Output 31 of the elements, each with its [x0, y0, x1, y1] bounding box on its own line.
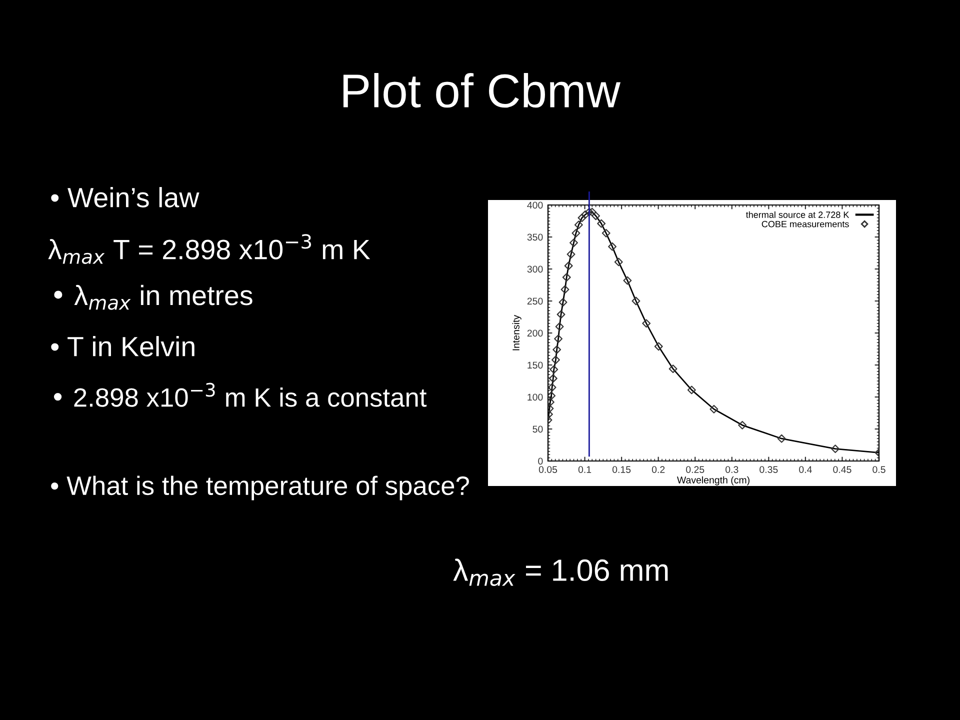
text: λ$_{max}$ = 1.06 mm — [453, 558, 668, 586]
x-axis-title: Wavelength (cm) — [676, 476, 750, 486]
y-tick-label: 100 — [528, 394, 543, 401]
x-tick-label: 0.05 — [538, 466, 558, 473]
y-tick-label: 200 — [527, 330, 543, 337]
y-tick-label: 0 — [538, 458, 543, 465]
y-tick-label: 150 — [528, 362, 543, 369]
y-axis-title: Intensity — [512, 314, 522, 350]
x-tick-label: 0.3 — [726, 466, 738, 473]
legend-label: thermal source at 2.728 K — [746, 211, 850, 218]
legend-label: COBE measurements — [762, 220, 849, 228]
text: • Wein’s law — [51, 187, 200, 208]
y-tick-label: 350 — [527, 234, 543, 241]
y-tick-label: 400 — [527, 202, 543, 209]
y-tick-label: 300 — [527, 266, 543, 273]
text: • λ$_{max}$ in metres — [54, 284, 252, 310]
x-tick-label: 0.25 — [686, 466, 704, 473]
y-tick-label: 50 — [532, 426, 543, 433]
x-tick-label: 0.5 — [872, 466, 886, 473]
x-tick-label: 0.35 — [760, 466, 778, 473]
text: • 2.898 x10$^{−3}$ m K is a constant — [54, 382, 427, 407]
x-tick-label: 0.45 — [833, 466, 852, 473]
y-tick-label: 250 — [527, 298, 543, 305]
x-tick-label: 0.1 — [578, 466, 592, 473]
text: λ$_{max}$ T = 2.898 x10$^{−3}$ m K — [48, 234, 370, 264]
text: • What is the temperature of space? — [51, 476, 469, 500]
x-tick-label: 0.4 — [799, 466, 812, 473]
text: • T in Kelvin — [51, 336, 194, 356]
x-tick-label: 0.2 — [652, 466, 665, 473]
chart-title: Plot of Cbmw — [343, 72, 621, 108]
x-tick-label: 0.15 — [612, 466, 631, 473]
